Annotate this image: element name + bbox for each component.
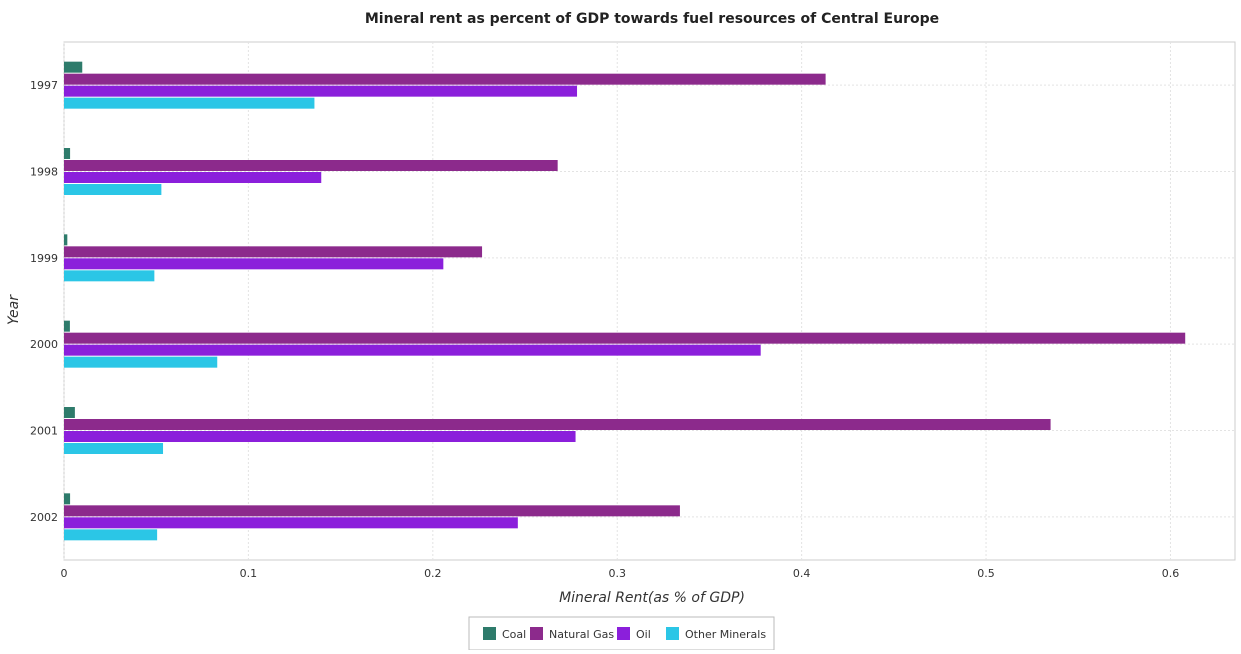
legend-swatch	[617, 627, 630, 640]
bar-coal	[64, 407, 75, 418]
bar-coal	[64, 61, 83, 73]
y-axis-label: Year	[6, 294, 22, 325]
plot-frame	[63, 41, 1236, 561]
x-tick-label: 0.4	[793, 567, 811, 580]
bar-oil	[64, 344, 761, 356]
bar-other-minerals	[64, 184, 162, 195]
legend-label: Coal	[502, 628, 526, 641]
y-tick-label: 1997	[30, 79, 58, 92]
y-tick-label: 2002	[30, 511, 58, 524]
legend: Coal Natural Gas Oil Other Minerals	[468, 616, 775, 651]
bar-oil	[64, 258, 444, 270]
bars-layer	[64, 61, 1186, 541]
legend-swatch	[530, 627, 543, 640]
y-tick-label: 1999	[30, 252, 58, 265]
x-axis-label: Mineral Rent(as % of GDP)	[559, 590, 745, 606]
bar-natural-gas	[64, 160, 558, 171]
bar-natural-gas	[64, 332, 1186, 344]
bar-other-minerals	[64, 97, 315, 109]
bar-coal	[64, 320, 70, 332]
grid-layer	[63, 41, 1236, 561]
x-tick-label: 0.2	[424, 567, 442, 580]
x-tick-label: 0.1	[240, 567, 258, 580]
y-tick-label: 2000	[30, 338, 58, 351]
y-tick-label: 2001	[30, 425, 58, 438]
bar-natural-gas	[64, 505, 680, 517]
bar-coal	[64, 234, 68, 246]
x-tick-label: 0.3	[608, 567, 626, 580]
bar-oil	[64, 517, 518, 529]
bar-natural-gas	[64, 246, 483, 258]
bar-oil	[64, 85, 578, 97]
legend-label: Natural Gas	[549, 628, 614, 641]
bar-other-minerals	[64, 356, 218, 368]
legend-swatch	[483, 627, 496, 640]
bar-other-minerals	[64, 443, 164, 454]
bar-coal	[64, 493, 71, 505]
bar-oil	[64, 431, 576, 442]
y-tick-label: 1998	[30, 166, 58, 179]
x-tick-label: 0.5	[977, 567, 995, 580]
bar-natural-gas	[64, 73, 826, 85]
chart-title: Mineral rent as percent of GDP towards f…	[365, 11, 939, 27]
legend-swatch	[666, 627, 679, 640]
legend-label: Oil	[636, 628, 651, 641]
x-tick-label: 0	[61, 567, 68, 580]
bar-natural-gas	[64, 419, 1051, 430]
x-tick-label: 0.6	[1162, 567, 1180, 580]
bar-other-minerals	[64, 270, 155, 282]
bar-other-minerals	[64, 529, 158, 541]
bar-coal	[64, 148, 71, 159]
bar-oil	[64, 172, 322, 183]
axes-layer: 0 0.1 0.2 0.3 0.4 0.5 0.6 1997 1998 1999 2000 2001 2…	[30, 79, 1179, 580]
legend-label: Other Minerals	[685, 628, 766, 641]
